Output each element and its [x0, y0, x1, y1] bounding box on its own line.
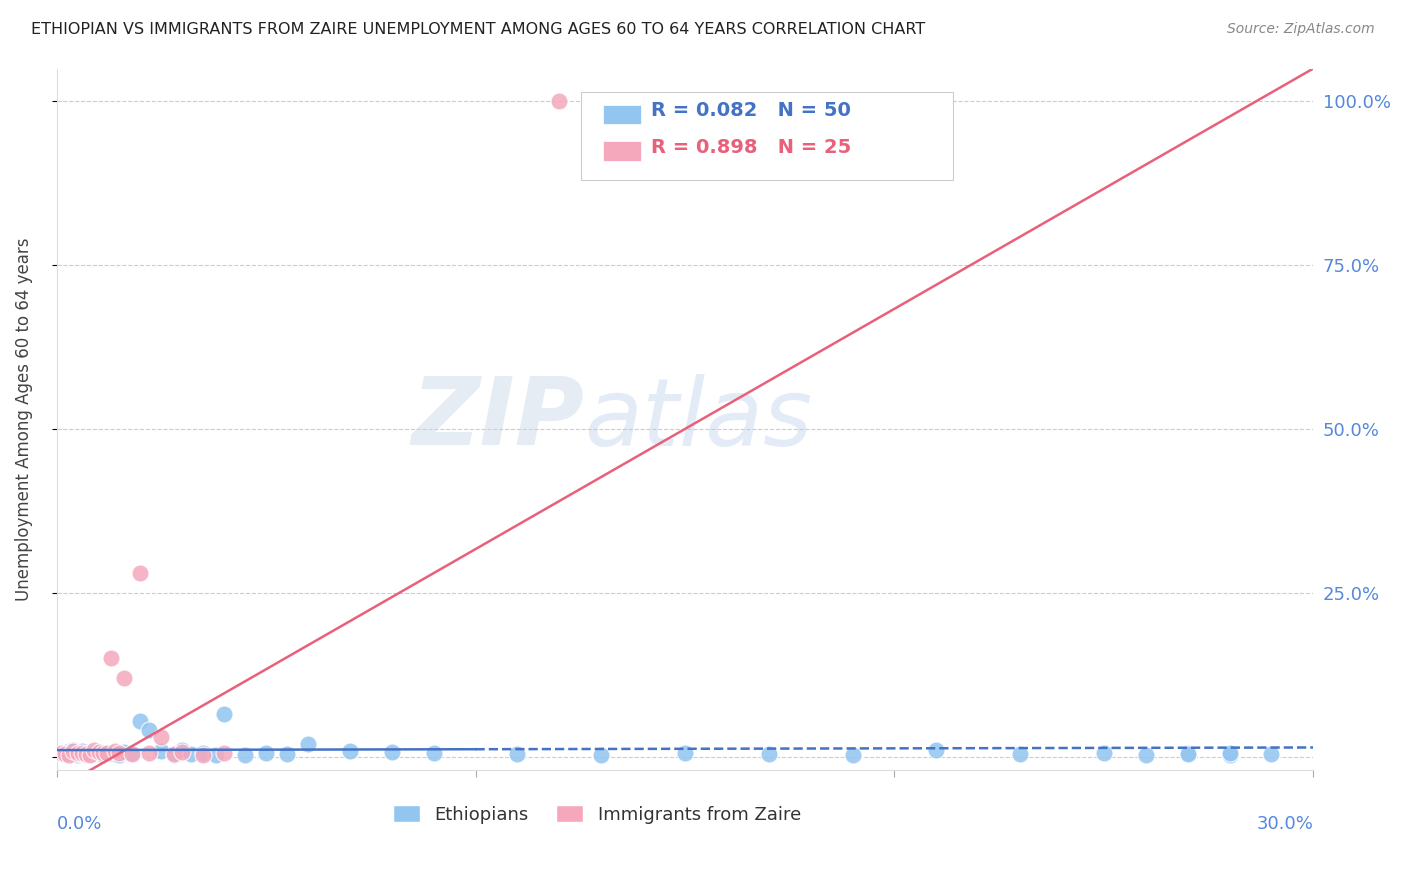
Text: R = 0.082   N = 50: R = 0.082 N = 50	[651, 102, 851, 120]
Point	[129, 566, 152, 581]
Bar	[603, 104, 641, 124]
Point	[212, 707, 235, 722]
Point	[1218, 747, 1240, 761]
Point	[108, 747, 131, 762]
Point	[339, 744, 361, 758]
Point	[66, 746, 89, 760]
Point	[422, 747, 444, 761]
Point	[381, 745, 404, 759]
Text: R = 0.898   N = 25: R = 0.898 N = 25	[651, 138, 851, 157]
Point	[100, 747, 122, 761]
Point	[138, 747, 160, 761]
Point	[91, 746, 114, 760]
Point	[49, 747, 72, 761]
Point	[58, 747, 80, 762]
Bar	[603, 141, 641, 161]
Point	[138, 723, 160, 738]
Point	[53, 747, 76, 761]
Point	[100, 651, 122, 665]
Point	[79, 747, 101, 762]
Text: atlas: atlas	[585, 374, 813, 465]
Point	[180, 747, 202, 761]
Point	[925, 743, 948, 757]
Point	[163, 747, 186, 761]
Point	[1260, 747, 1282, 761]
Point	[591, 747, 613, 762]
Point	[276, 747, 298, 761]
Point	[96, 747, 118, 761]
Point	[75, 747, 97, 761]
Point	[150, 744, 173, 758]
Point	[121, 747, 143, 761]
Point	[297, 737, 319, 751]
Point	[62, 744, 84, 758]
Point	[75, 747, 97, 762]
Point	[1010, 747, 1032, 761]
Point	[506, 747, 529, 761]
Text: ETHIOPIAN VS IMMIGRANTS FROM ZAIRE UNEMPLOYMENT AMONG AGES 60 TO 64 YEARS CORREL: ETHIOPIAN VS IMMIGRANTS FROM ZAIRE UNEMP…	[31, 22, 925, 37]
Point	[548, 95, 571, 109]
Point	[129, 714, 152, 728]
Text: ZIP: ZIP	[412, 373, 585, 465]
Point	[58, 744, 80, 758]
Point	[112, 671, 135, 685]
Point	[104, 744, 127, 758]
Point	[108, 747, 131, 761]
Point	[233, 747, 256, 762]
Point	[212, 746, 235, 760]
Point	[193, 747, 215, 762]
Point	[104, 747, 127, 761]
Point	[254, 746, 277, 760]
Point	[1177, 747, 1199, 761]
Point	[1092, 746, 1115, 760]
Point	[83, 743, 105, 757]
Point	[70, 744, 93, 758]
Point	[53, 747, 76, 761]
Point	[62, 747, 84, 761]
FancyBboxPatch shape	[581, 92, 953, 180]
Legend: Ethiopians, Immigrants from Zaire: Ethiopians, Immigrants from Zaire	[385, 798, 808, 830]
Point	[673, 746, 696, 760]
Point	[758, 747, 780, 761]
Point	[66, 748, 89, 763]
Point	[79, 747, 101, 761]
Point	[1135, 747, 1157, 762]
Point	[87, 745, 110, 759]
Point	[172, 745, 194, 759]
Point	[87, 747, 110, 761]
Y-axis label: Unemployment Among Ages 60 to 64 years: Unemployment Among Ages 60 to 64 years	[15, 237, 32, 601]
Point	[91, 747, 114, 762]
Point	[121, 747, 143, 761]
Text: 0.0%: 0.0%	[56, 815, 103, 833]
Point	[96, 746, 118, 760]
Point	[112, 745, 135, 759]
Point	[62, 743, 84, 757]
Point	[193, 747, 215, 761]
Point	[841, 747, 863, 762]
Point	[70, 747, 93, 761]
Text: 30.0%: 30.0%	[1257, 815, 1313, 833]
Point	[66, 746, 89, 760]
Point	[163, 747, 186, 762]
Point	[204, 747, 226, 762]
Point	[83, 745, 105, 759]
Point	[150, 730, 173, 744]
Point	[172, 743, 194, 757]
Point	[1218, 747, 1240, 762]
Point	[70, 747, 93, 761]
Text: Source: ZipAtlas.com: Source: ZipAtlas.com	[1227, 22, 1375, 37]
Point	[58, 747, 80, 762]
Point	[1177, 747, 1199, 761]
